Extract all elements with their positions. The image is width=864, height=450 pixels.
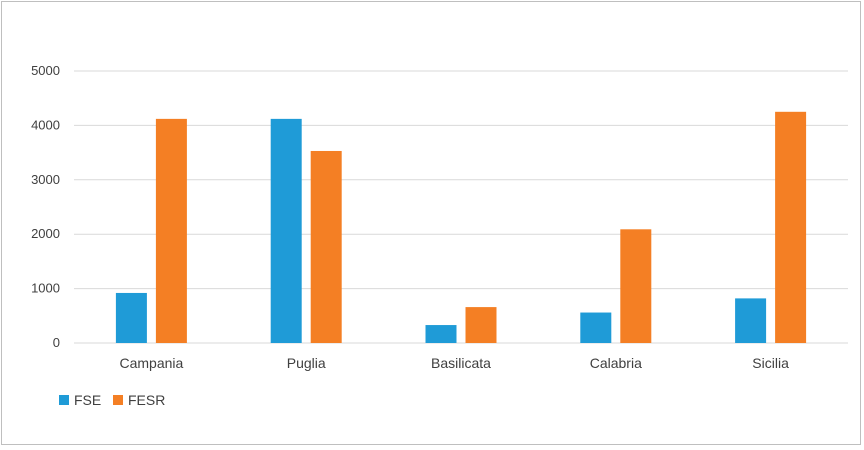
bar-fesr-campania — [155, 118, 187, 343]
x-category-label: Puglia — [287, 355, 326, 371]
x-axis-labels: Campania Puglia Basilicata Calabria Sicilia — [119, 355, 789, 371]
bar-fesr-calabria — [620, 229, 652, 343]
y-tick-label: 2000 — [31, 226, 60, 241]
y-axis-ticks: 0 1000 2000 3000 4000 5000 — [31, 63, 60, 350]
x-category-label: Sicilia — [752, 355, 789, 371]
bar-fse-puglia — [270, 118, 302, 343]
legend-swatch-fesr — [113, 395, 123, 405]
legend-swatch-fse — [59, 395, 69, 405]
y-tick-label: 1000 — [31, 281, 60, 296]
bar-fesr-sicilia — [775, 111, 807, 343]
y-tick-label: 4000 — [31, 117, 60, 132]
bar-fse-campania — [115, 292, 147, 343]
bar-fse-calabria — [580, 312, 612, 343]
bar-fse-basilicata — [425, 325, 457, 343]
y-tick-label: 5000 — [31, 63, 60, 78]
legend-label-fesr: FESR — [128, 392, 165, 408]
bars — [115, 111, 807, 343]
bar-fesr-basilicata — [465, 307, 497, 343]
legend-label-fse: FSE — [74, 392, 101, 408]
x-category-label: Basilicata — [431, 355, 491, 371]
y-tick-label: 3000 — [31, 172, 60, 187]
bar-fesr-puglia — [310, 150, 342, 343]
x-category-label: Campania — [119, 355, 183, 371]
legend: FSE FESR — [59, 392, 165, 408]
bar-fse-sicilia — [735, 298, 767, 343]
x-category-label: Calabria — [590, 355, 642, 371]
gridlines — [74, 70, 848, 344]
y-tick-label: 0 — [53, 335, 60, 350]
